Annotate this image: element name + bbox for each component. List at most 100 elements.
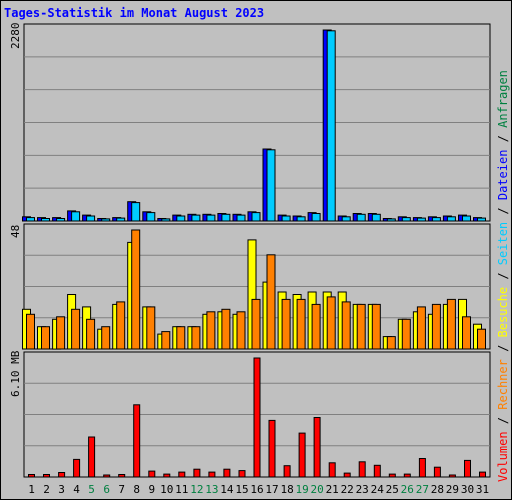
day-label-21: 21 — [326, 483, 339, 496]
bar-dateien-day-12 — [191, 214, 201, 222]
bar-volumen-day-1 — [28, 474, 35, 478]
day-label-1: 1 — [28, 483, 35, 496]
volume-panel — [23, 351, 491, 478]
bar-besuche-day-6 — [101, 326, 111, 350]
bar-besuche-day-27 — [416, 306, 426, 350]
top-ytick-label: 2280 — [9, 23, 22, 50]
bar-besuche-day-29 — [446, 298, 456, 350]
bar-besuche-day-9 — [146, 306, 156, 350]
bar-dateien-day-19 — [296, 216, 306, 222]
legend-separator: / — [496, 265, 510, 287]
bar-volumen-day-12 — [193, 468, 201, 478]
bar-dateien-day-16 — [251, 212, 261, 222]
requests-files-panel — [22, 23, 491, 222]
bar-besuche-day-25 — [386, 336, 396, 350]
side-legend: Volumen / Rechner / Besuche / Seiten / D… — [496, 70, 510, 482]
bar-besuche-day-31 — [477, 328, 486, 350]
bar-besuche-day-3 — [56, 316, 66, 350]
bar-besuche-day-14 — [221, 308, 231, 350]
bar-volumen-day-6 — [103, 474, 111, 478]
bar-dateien-day-23 — [356, 213, 366, 222]
bar-besuche-day-30 — [462, 316, 471, 350]
day-label-10: 10 — [160, 483, 173, 496]
bar-dateien-day-6 — [101, 218, 111, 222]
bar-volumen-day-7 — [118, 474, 126, 478]
bar-dateien-day-4 — [71, 211, 81, 222]
legend-dateien: Dateien — [496, 150, 510, 201]
bar-dateien-day-10 — [161, 218, 171, 222]
bar-dateien-day-24 — [371, 213, 381, 222]
bar-dateien-day-9 — [146, 212, 156, 222]
day-label-19: 19 — [295, 483, 308, 496]
bar-dateien-day-3 — [56, 218, 66, 222]
day-label-18: 18 — [280, 483, 293, 496]
chart-title: Tages-Statistik im Monat August 2023 — [4, 6, 264, 20]
bar-volumen-day-24 — [373, 464, 381, 478]
legend-seiten: Seiten — [496, 222, 510, 265]
bar-besuche-day-15 — [236, 311, 246, 350]
day-label-17: 17 — [265, 483, 278, 496]
bar-volumen-day-18 — [283, 465, 291, 478]
day-label-16: 16 — [250, 483, 263, 496]
legend-anfragen: Anfragen — [496, 70, 510, 128]
bar-dateien-day-7 — [116, 217, 126, 222]
bar-volumen-day-23 — [358, 461, 366, 478]
bar-besuche-day-18 — [281, 298, 291, 350]
bar-besuche-day-21 — [326, 296, 336, 350]
bar-volumen-day-26 — [403, 473, 411, 478]
bar-volumen-day-13 — [208, 471, 216, 478]
bar-dateien-day-21 — [326, 30, 336, 222]
day-label-9: 9 — [148, 483, 155, 496]
bar-volumen-day-2 — [43, 474, 50, 478]
bar-volumen-day-11 — [178, 471, 186, 478]
day-label-24: 24 — [371, 483, 385, 496]
bar-dateien-day-5 — [86, 215, 96, 222]
bar-besuche-day-24 — [371, 303, 381, 350]
bottom-ytick-label: 6.10 MB — [9, 350, 22, 397]
day-label-20: 20 — [310, 483, 323, 496]
bar-dateien-day-20 — [311, 213, 321, 222]
legend-rechner: Rechner — [496, 359, 510, 410]
bar-dateien-day-1 — [26, 217, 35, 222]
bar-dateien-day-25 — [386, 218, 396, 222]
bar-volumen-day-15 — [238, 470, 246, 478]
legend-separator: / — [496, 128, 510, 150]
day-label-15: 15 — [235, 483, 248, 496]
bar-besuche-day-22 — [341, 301, 351, 350]
bar-besuche-day-20 — [311, 303, 321, 350]
day-label-8: 8 — [133, 483, 140, 496]
day-label-27: 27 — [416, 483, 429, 496]
day-label-6: 6 — [103, 483, 110, 496]
day-axis-labels: 1 2 3 4 5 6 7 8 9 10 11 12 13 14 15 16 17 18 19 20 21 22 23 24 2… — [28, 483, 489, 496]
bar-besuche-day-8 — [131, 229, 141, 350]
day-label-7: 7 — [118, 483, 125, 496]
bar-volumen-day-25 — [388, 473, 396, 478]
bar-besuche-day-28 — [431, 303, 441, 350]
day-label-22: 22 — [341, 483, 354, 496]
bar-besuche-day-23 — [356, 303, 366, 350]
day-label-14: 14 — [220, 483, 234, 496]
bar-volumen-day-19 — [298, 432, 306, 478]
bar-besuche-day-1 — [26, 313, 35, 350]
bar-volumen-day-3 — [58, 472, 66, 478]
day-label-13: 13 — [205, 483, 218, 496]
bar-dateien-day-26 — [401, 217, 411, 222]
bar-volumen-day-5 — [88, 436, 96, 478]
day-label-25: 25 — [386, 483, 399, 496]
pages-visits-panel — [22, 223, 491, 350]
bar-dateien-day-17 — [266, 149, 276, 222]
middle-ytick-label: 48 — [9, 225, 22, 238]
day-label-28: 28 — [431, 483, 444, 496]
legend-separator: / — [496, 337, 510, 359]
legend-separator: / — [496, 410, 510, 432]
bar-besuche-day-2 — [41, 326, 50, 350]
bar-dateien-day-15 — [236, 214, 246, 222]
bar-volumen-day-16 — [253, 357, 261, 478]
bar-besuche-day-4 — [71, 308, 81, 350]
day-label-30: 30 — [461, 483, 474, 496]
bar-dateien-day-8 — [131, 202, 141, 222]
bar-volumen-day-14 — [223, 468, 231, 478]
day-label-3: 3 — [58, 483, 65, 496]
bar-volumen-day-31 — [479, 471, 486, 478]
